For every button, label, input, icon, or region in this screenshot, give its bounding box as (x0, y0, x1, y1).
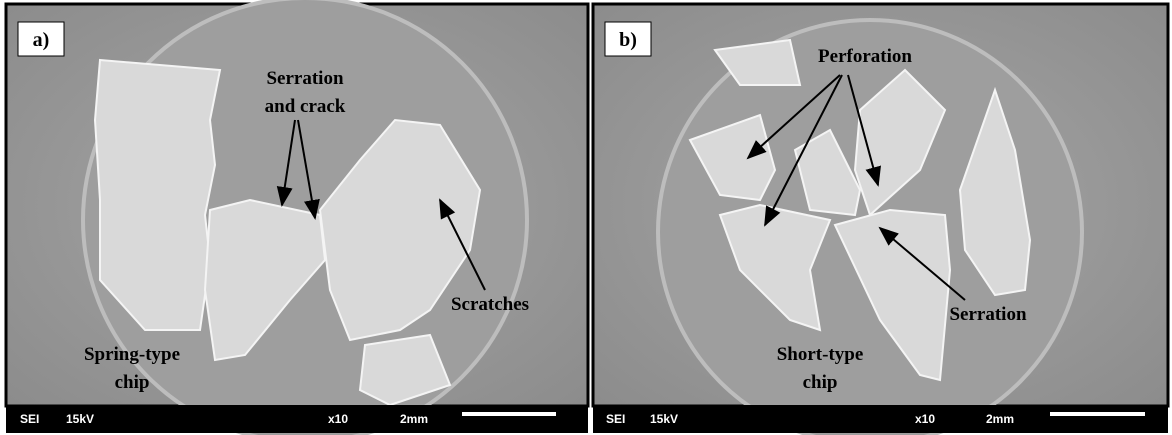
panel-b: b) Perforation Serration Short-type chip… (593, 4, 1168, 435)
footer-text: 15kV (650, 412, 678, 426)
info-bar (593, 405, 1168, 433)
footer-text: x10 (328, 412, 348, 426)
annotation: Scratches (451, 294, 529, 315)
panel-a: a) Serration and crack Scratches Spring-… (6, 0, 588, 435)
footer-text: SEI (20, 412, 39, 426)
annotation: Short-type (777, 344, 864, 365)
figure: a) Serration and crack Scratches Spring-… (0, 0, 1172, 435)
panel-label: b) (619, 29, 637, 51)
footer-text: 2mm (986, 412, 1014, 426)
annotation: chip (115, 372, 150, 393)
annotation: chip (803, 372, 838, 393)
panel-label: a) (33, 29, 50, 51)
footer-text: 2mm (400, 412, 428, 426)
annotation: Serration (266, 68, 343, 89)
footer-text: x10 (915, 412, 935, 426)
annotation: Perforation (818, 46, 912, 67)
footer-text: SEI (606, 412, 625, 426)
annotation: Spring-type (84, 344, 180, 365)
annotation: Serration (949, 304, 1026, 325)
footer-text: 15kV (66, 412, 94, 426)
annotation: and crack (265, 96, 346, 117)
